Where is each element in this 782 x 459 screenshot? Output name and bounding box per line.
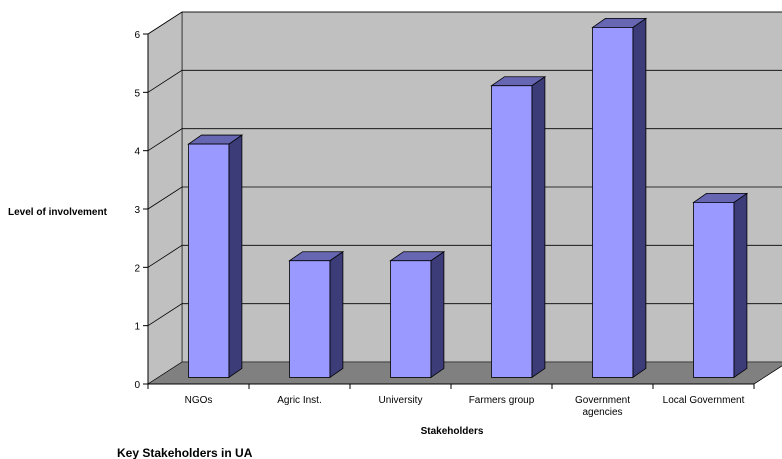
- gridline: [147, 303, 782, 327]
- y-axis-title: Level of involvement: [8, 207, 108, 218]
- y-tick-label: 5: [134, 88, 140, 99]
- bar-side: [733, 192, 748, 379]
- category-label-line: Local Government: [663, 395, 745, 406]
- gridline: [147, 11, 782, 35]
- bar-front: [592, 26, 634, 378]
- category-label: NGOs: [185, 395, 213, 406]
- grid-lines: [147, 11, 782, 327]
- category-label-line: University: [379, 395, 423, 406]
- category-label: Government agencies: [575, 395, 630, 418]
- gridline: [147, 244, 782, 268]
- bar-side: [632, 17, 647, 379]
- category-label-line: Government: [575, 395, 630, 406]
- gridline: [147, 128, 782, 152]
- category-label-line: NGOs: [185, 395, 213, 406]
- bar: [692, 192, 749, 379]
- bar: [490, 75, 547, 379]
- gridline: [147, 186, 782, 210]
- bar-front: [491, 85, 533, 378]
- bar-front: [188, 143, 230, 378]
- x-axis-title: Stakeholders: [421, 426, 484, 437]
- category-label: Farmers group: [469, 395, 535, 406]
- back-wall: [147, 11, 782, 385]
- category-label: Agric Inst.: [277, 395, 321, 406]
- bar-side: [430, 250, 445, 379]
- bar-front: [289, 260, 331, 378]
- bar: [389, 250, 446, 379]
- floor-panel: [146, 361, 782, 385]
- floor-edge: [753, 365, 782, 385]
- y-tick-label: 1: [134, 322, 140, 333]
- bars: [187, 17, 749, 379]
- y-tick-label: 3: [134, 205, 140, 216]
- y-tick-label: 0: [134, 380, 140, 391]
- bar-side: [228, 134, 243, 379]
- bar-front: [390, 260, 432, 378]
- bar-front: [693, 201, 735, 378]
- floor: [146, 361, 782, 385]
- category-label-line: Farmers group: [469, 395, 535, 406]
- bar: [187, 134, 244, 379]
- x-axis: [147, 365, 782, 389]
- category-labels: NGOs Agric Inst. University Farmers group Go…: [185, 395, 745, 418]
- category-label: Local Government: [663, 395, 745, 406]
- bar-side: [329, 250, 344, 379]
- category-label-line: agencies: [582, 407, 622, 418]
- chart-title: Key Stakeholders in UA: [117, 446, 253, 459]
- category-label-line: Agric Inst.: [277, 395, 321, 406]
- y-tick-label: 6: [134, 30, 140, 41]
- gridline: [147, 69, 782, 93]
- bar: [591, 17, 648, 379]
- y-tick-label: 4: [134, 147, 140, 158]
- bar: [288, 250, 345, 379]
- y-axis: 0 1 2 3 4 5 6: [134, 30, 149, 391]
- y-tick-label: 2: [134, 263, 140, 274]
- category-label: University: [379, 395, 423, 406]
- bar-side: [531, 75, 546, 379]
